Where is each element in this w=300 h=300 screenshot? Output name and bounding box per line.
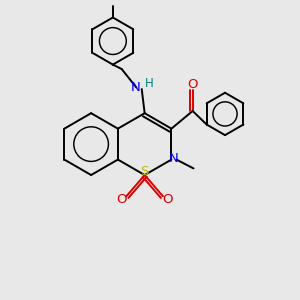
Text: N: N xyxy=(130,81,140,94)
Text: O: O xyxy=(188,78,198,91)
Text: S: S xyxy=(140,165,149,178)
Text: H: H xyxy=(145,77,154,90)
Text: O: O xyxy=(117,193,127,206)
Text: O: O xyxy=(162,193,172,206)
Text: N: N xyxy=(169,152,179,165)
